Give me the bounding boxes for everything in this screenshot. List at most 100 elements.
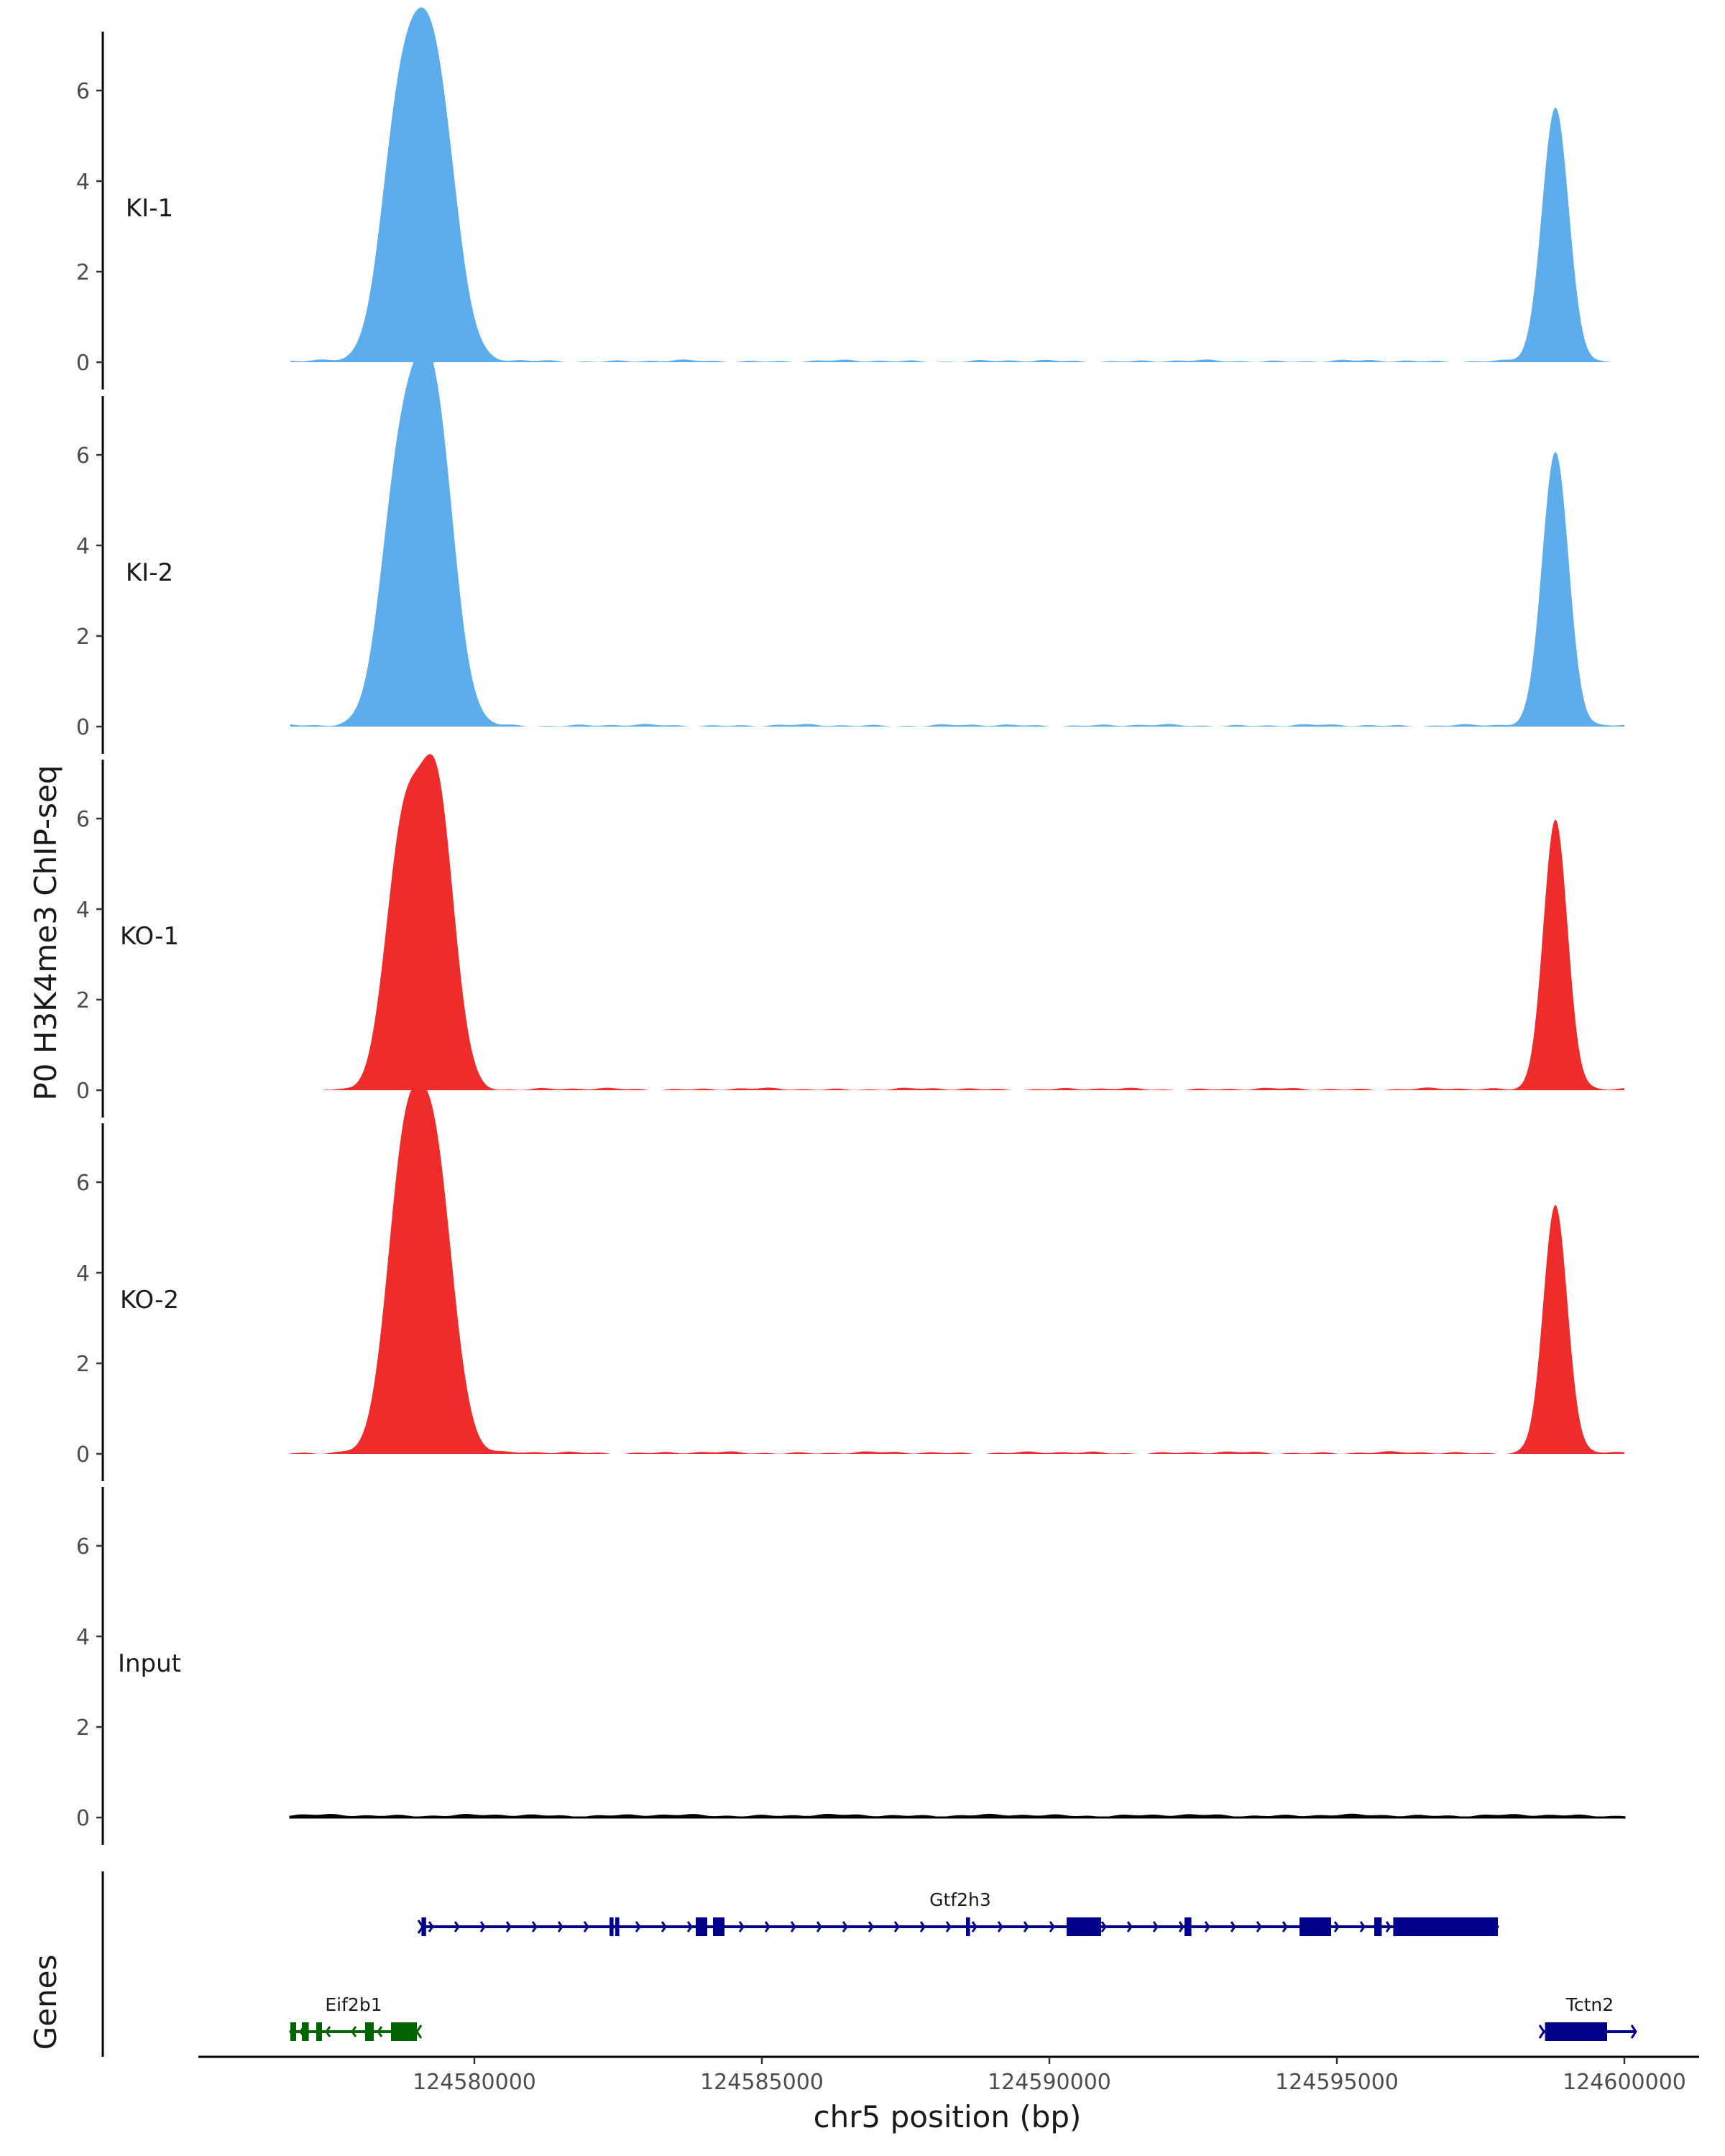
- exon: [1374, 1917, 1382, 1936]
- strand-arrow: [868, 1921, 874, 1932]
- strand-arrow: [1126, 1921, 1133, 1932]
- signal-area-ko-1: [325, 754, 1624, 1090]
- y-tick-label: 4: [76, 1261, 90, 1286]
- track-label: KO-1: [120, 922, 179, 951]
- gene-label: Eif2b1: [325, 1994, 382, 2015]
- strand-arrow: [661, 1921, 667, 1932]
- strand-arrow: [557, 1921, 564, 1932]
- y-tick-label: 4: [76, 1625, 90, 1650]
- exon: [966, 1917, 970, 1936]
- gene-end-arrow: [1538, 2024, 1545, 2039]
- strand-arrow: [971, 1921, 978, 1932]
- strand-arrow: [531, 1921, 538, 1932]
- strand-arrow: [919, 1921, 926, 1932]
- x-tick-label: 124600000: [1563, 2070, 1686, 2095]
- strand-arrow: [454, 1921, 460, 1932]
- x-tick-label: 124585000: [700, 2070, 824, 2095]
- strand-arrow: [997, 1921, 1003, 1932]
- track-ko-1: 0 2 4 6 KO-1: [76, 754, 1624, 1118]
- strand-arrow: [1333, 1921, 1340, 1932]
- track-input: 0 2 4 6 Input: [76, 1487, 1626, 1845]
- gene-gtf2h3: Gtf2h3: [417, 1889, 1499, 1936]
- y-tick-label: 0: [76, 351, 90, 376]
- x-tick-label: 124580000: [413, 2070, 536, 2095]
- strand-arrow: [377, 2026, 383, 2037]
- signal-area-ko-2: [290, 1082, 1624, 1454]
- y-tick-label: 6: [76, 1534, 90, 1560]
- y-tick-label: 2: [76, 988, 90, 1013]
- strand-arrow: [1359, 1921, 1366, 1932]
- strand-arrow: [325, 2026, 331, 2037]
- y-tick-label: 0: [76, 715, 90, 740]
- exon: [610, 1917, 614, 1936]
- strand-arrow: [1023, 1921, 1029, 1932]
- y-tick-label: 6: [76, 79, 90, 104]
- exon: [1184, 1917, 1192, 1936]
- signal-area-ki-1: [290, 7, 1613, 363]
- y-tick-label: 4: [76, 170, 90, 195]
- exon: [302, 2022, 309, 2041]
- y-tick-label: 2: [76, 260, 90, 285]
- y-tick-label: 6: [76, 1171, 90, 1196]
- exon: [1397, 1917, 1498, 1936]
- x-axis-title: chr5 position (bp): [814, 2099, 1082, 2134]
- genes-track: Gtf2h3 Eif2b1 Tctn2: [101, 1871, 1637, 2057]
- exon: [696, 1917, 707, 1936]
- strand-arrow: [686, 1921, 693, 1932]
- exon: [316, 2022, 322, 2041]
- x-axis: 124580000 124585000 124590000 124595000 1246…: [198, 2055, 1699, 2095]
- exon: [1550, 2022, 1607, 2041]
- signal-area-input: [289, 1813, 1626, 1819]
- strand-arrow: [1385, 1921, 1392, 1932]
- gene-label: Gtf2h3: [929, 1889, 991, 1910]
- exon: [391, 2022, 417, 2041]
- y-tick-label: 0: [76, 1442, 90, 1468]
- track-label: KI-1: [126, 194, 173, 223]
- y-tick-label: 6: [76, 443, 90, 469]
- track-ko-2: 0 2 4 6 KO-2: [76, 1082, 1624, 1481]
- x-tick-label: 124590000: [988, 2070, 1111, 2095]
- exon: [1545, 2022, 1550, 2041]
- track-label: Input: [118, 1649, 181, 1678]
- tracks-area: 0 2 4 6 KI-1 0 2 4 6 KI-2 0 2 4 6 KO-1 0 2 4 6 KO-2 0 2 4 6 Inpu…: [76, 7, 1626, 1845]
- gene-end-arrow: [415, 2024, 423, 2039]
- x-tick-label: 124595000: [1275, 2070, 1399, 2095]
- strand-arrow: [1230, 1921, 1236, 1932]
- gene-eif2b1: Eif2b1: [289, 1994, 423, 2041]
- y-tick-label: 2: [76, 1715, 90, 1741]
- exon: [290, 2022, 296, 2041]
- y-tick-label: 2: [76, 1352, 90, 1377]
- y-axis-title: P0 H3K4me3 ChIP-seq: [28, 765, 63, 1100]
- genes-axis-title: Genes: [28, 1955, 63, 2050]
- exon: [1067, 1917, 1101, 1936]
- exon: [1393, 1917, 1397, 1936]
- strand-arrow: [505, 1921, 512, 1932]
- gene-label: Tctn2: [1565, 1994, 1614, 2015]
- strand-arrow: [583, 1921, 589, 1932]
- strand-arrow: [479, 1921, 486, 1932]
- gene-end-arrow: [1630, 2024, 1637, 2039]
- track-ki-1: 0 2 4 6 KI-1: [76, 7, 1613, 390]
- exon: [713, 1917, 724, 1936]
- strand-arrow: [764, 1921, 770, 1932]
- strand-arrow: [428, 1921, 434, 1932]
- y-tick-label: 0: [76, 1806, 90, 1831]
- track-ki-2: 0 2 4 6 KI-2: [76, 346, 1624, 754]
- y-tick-label: 0: [76, 1079, 90, 1104]
- strand-arrow: [945, 1921, 952, 1932]
- exon: [615, 1917, 620, 1936]
- strand-arrow: [738, 1921, 745, 1932]
- exon: [421, 1917, 426, 1936]
- strand-arrow: [816, 1921, 822, 1932]
- strand-arrow: [893, 1921, 900, 1932]
- strand-arrow: [1282, 1921, 1288, 1932]
- strand-arrow: [790, 1921, 796, 1932]
- strand-arrow: [842, 1921, 848, 1932]
- exon: [1300, 1917, 1331, 1936]
- y-tick-label: 2: [76, 625, 90, 650]
- y-tick-label: 4: [76, 534, 90, 559]
- strand-arrow: [1049, 1921, 1055, 1932]
- strand-arrow: [1256, 1921, 1262, 1932]
- strand-arrow: [1178, 1921, 1184, 1932]
